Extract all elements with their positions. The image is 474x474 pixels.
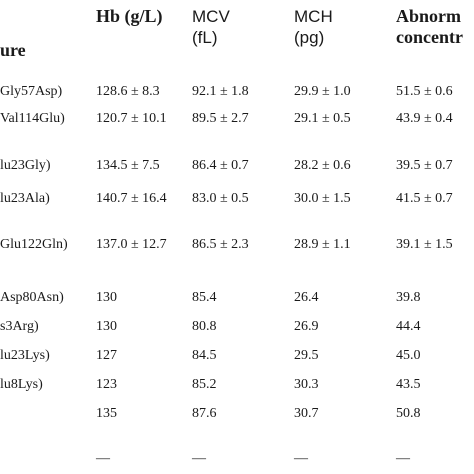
row-5-structure: Glu122Gln) (0, 237, 68, 252)
row-11-mch-dash: — (294, 451, 308, 466)
row-8-structure: lu23Lys) (0, 348, 50, 363)
row-2-mch: 29.1 ± 0.5 (294, 111, 351, 126)
row-2-hb: 120.7 ± 10.1 (96, 111, 167, 126)
row-3-hb: 134.5 ± 7.5 (96, 158, 160, 173)
row-6-abnormal: 39.8 (396, 290, 421, 305)
row-10-mcv: 87.6 (192, 406, 217, 421)
row-2-structure: Val114Glu) (0, 111, 65, 126)
row-10-hb: 135 (96, 406, 117, 421)
row-10-abnormal: 50.8 (396, 406, 421, 421)
row-4-structure: lu23Ala) (0, 191, 50, 206)
row-9-mch: 30.3 (294, 377, 319, 392)
row-8-mch: 29.5 (294, 348, 319, 363)
header-mcv-line1: MCV (192, 7, 230, 26)
row-11-abnormal-dash: — (396, 451, 410, 466)
header-abnormal-line1: Abnorm (396, 6, 462, 26)
row-9-hb: 123 (96, 377, 117, 392)
row-9-structure: lu8Lys) (0, 377, 43, 392)
row-3-abnormal: 39.5 ± 0.7 (396, 158, 453, 173)
row-6-mch: 26.4 (294, 290, 319, 305)
row-10-mch: 30.7 (294, 406, 319, 421)
row-1-mch: 29.9 ± 1.0 (294, 84, 351, 99)
row-11-mcv-dash: — (192, 451, 206, 466)
row-3-mcv: 86.4 ± 0.7 (192, 158, 249, 173)
header-mch-line2: (pg) (294, 28, 325, 47)
row-1-abnormal: 51.5 ± 0.6 (396, 84, 453, 99)
header-abnormal-line2: concentr (396, 27, 463, 47)
row-8-hb: 127 (96, 348, 117, 363)
row-1-mcv: 92.1 ± 1.8 (192, 84, 249, 99)
row-2-mcv: 89.5 ± 2.7 (192, 111, 249, 126)
row-6-mcv: 85.4 (192, 290, 217, 305)
row-7-structure: s3Arg) (0, 319, 39, 334)
row-3-mch: 28.2 ± 0.6 (294, 158, 351, 173)
row-9-mcv: 85.2 (192, 377, 217, 392)
row-4-hb: 140.7 ± 16.4 (96, 191, 167, 206)
row-4-abnormal: 41.5 ± 0.7 (396, 191, 453, 206)
header-hb: Hb (g/L) (96, 6, 163, 26)
row-5-mch: 28.9 ± 1.1 (294, 237, 351, 252)
row-3-structure: lu23Gly) (0, 158, 51, 173)
row-4-mch: 30.0 ± 1.5 (294, 191, 351, 206)
row-1-structure: Gly57Asp) (0, 84, 63, 99)
header-mch-line1: MCH (294, 7, 333, 26)
row-6-hb: 130 (96, 290, 117, 305)
header-structure: ure (0, 40, 26, 60)
row-7-mch: 26.9 (294, 319, 319, 334)
row-1-hb: 128.6 ± 8.3 (96, 84, 160, 99)
row-9-abnormal: 43.5 (396, 377, 421, 392)
row-6-structure: Asp80Asn) (0, 290, 64, 305)
row-7-abnormal: 44.4 (396, 319, 421, 334)
row-5-hb: 137.0 ± 12.7 (96, 237, 167, 252)
row-2-abnormal: 43.9 ± 0.4 (396, 111, 453, 126)
row-4-mcv: 83.0 ± 0.5 (192, 191, 249, 206)
row-8-mcv: 84.5 (192, 348, 217, 363)
row-7-hb: 130 (96, 319, 117, 334)
header-mcv-line2: (fL) (192, 28, 218, 47)
row-11-hb-dash: — (96, 451, 110, 466)
row-8-abnormal: 45.0 (396, 348, 421, 363)
row-5-mcv: 86.5 ± 2.3 (192, 237, 249, 252)
row-5-abnormal: 39.1 ± 1.5 (396, 237, 453, 252)
row-7-mcv: 80.8 (192, 319, 217, 334)
